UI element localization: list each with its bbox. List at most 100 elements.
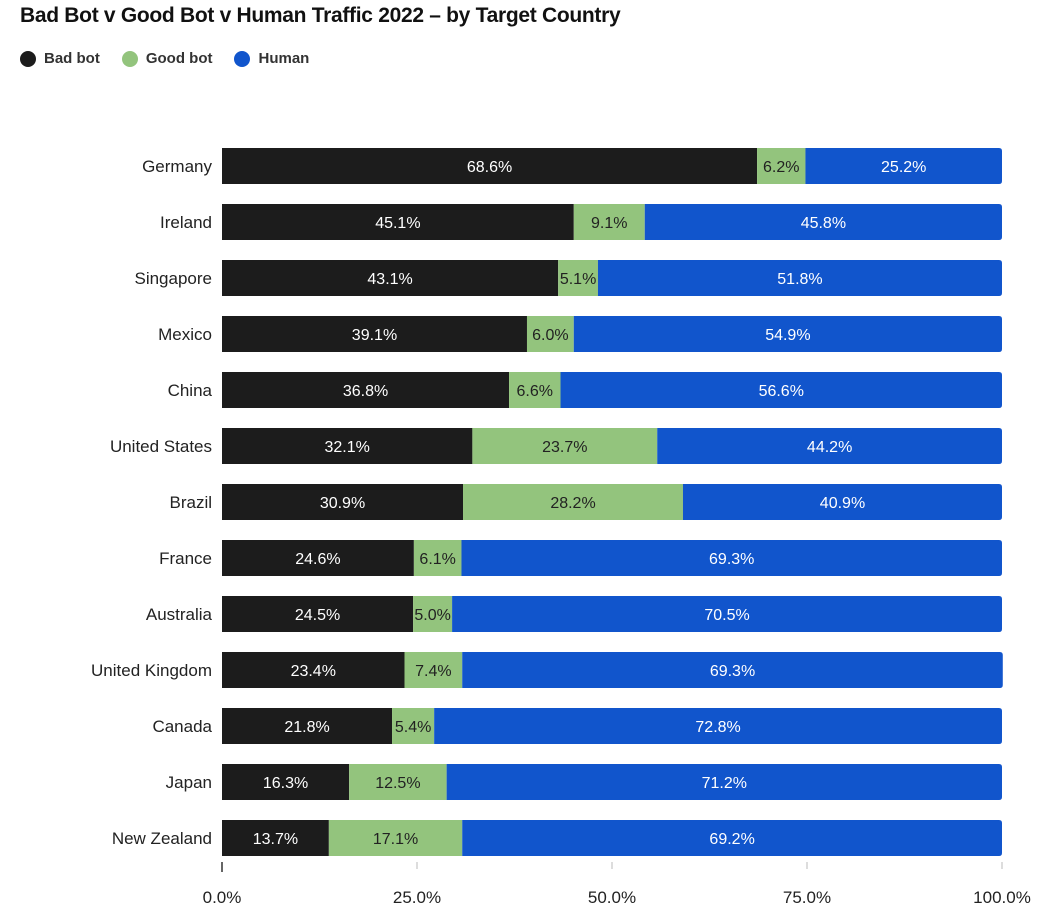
data-label-human-canada: 72.8% xyxy=(695,719,740,736)
data-label-good-bot-singapore: 5.1% xyxy=(560,271,596,288)
data-label-bad-bot-germany: 68.6% xyxy=(467,159,512,176)
data-label-human-singapore: 51.8% xyxy=(777,271,822,288)
bar-bad-bot-united-kingdom xyxy=(222,652,405,688)
data-label-bad-bot-brazil: 30.9% xyxy=(320,495,365,512)
bar-human-ireland xyxy=(644,204,1002,240)
bar-human-australia xyxy=(452,596,1003,632)
data-label-good-bot-france: 6.1% xyxy=(419,551,455,568)
bar-human-japan xyxy=(446,764,1002,800)
data-label-bad-bot-australia: 24.5% xyxy=(295,607,340,624)
x-tick-label-2: 50.0% xyxy=(588,888,636,907)
data-label-bad-bot-japan: 16.3% xyxy=(263,775,308,792)
bar-bad-bot-germany xyxy=(222,148,758,184)
data-label-good-bot-mexico: 6.0% xyxy=(532,327,568,344)
data-label-human-japan: 71.2% xyxy=(702,775,747,792)
data-label-good-bot-japan: 12.5% xyxy=(375,775,420,792)
chart-title: Bad Bot v Good Bot v Human Traffic 2022 … xyxy=(20,4,621,27)
bar-good-bot-ireland xyxy=(573,204,645,240)
data-label-bad-bot-new-zealand: 13.7% xyxy=(253,831,298,848)
bar-good-bot-singapore xyxy=(558,260,598,296)
bar-bad-bot-china xyxy=(222,372,510,408)
data-label-good-bot-new-zealand: 17.1% xyxy=(373,831,418,848)
data-label-good-bot-ireland: 9.1% xyxy=(591,215,627,232)
bar-bad-bot-canada xyxy=(222,708,393,744)
legend-label-bad-bot: Bad bot xyxy=(44,50,100,67)
bar-bad-bot-france xyxy=(222,540,414,576)
bar-human-united-kingdom xyxy=(462,652,1003,688)
bar-good-bot-australia xyxy=(413,596,453,632)
x-tick-label-0: 0.0% xyxy=(203,888,242,907)
bar-human-china xyxy=(560,372,1002,408)
legend: Bad bot Good bot Human xyxy=(20,50,331,67)
data-label-bad-bot-singapore: 43.1% xyxy=(367,271,412,288)
legend-item-good-bot: Good bot xyxy=(121,50,212,67)
data-label-bad-bot-mexico: 39.1% xyxy=(352,327,397,344)
legend-label-human: Human xyxy=(258,50,310,67)
data-label-bad-bot-ireland: 45.1% xyxy=(375,215,420,232)
bar-human-united-states xyxy=(657,428,1002,464)
good-bot-swatch-icon xyxy=(121,50,138,67)
bar-bad-bot-united-states xyxy=(222,428,473,464)
bar-good-bot-united-kingdom xyxy=(404,652,463,688)
data-label-good-bot-canada: 5.4% xyxy=(395,719,431,736)
category-label-ireland: Ireland xyxy=(160,213,212,232)
data-label-bad-bot-china: 36.8% xyxy=(343,383,388,400)
bar-bad-bot-japan xyxy=(222,764,350,800)
data-label-human-australia: 70.5% xyxy=(704,607,749,624)
data-label-human-ireland: 45.8% xyxy=(801,215,846,232)
data-label-human-brazil: 40.9% xyxy=(820,495,865,512)
bar-good-bot-germany xyxy=(757,148,806,184)
data-label-bad-bot-united-kingdom: 23.4% xyxy=(291,663,336,680)
bar-bad-bot-mexico xyxy=(222,316,527,352)
data-label-bad-bot-canada: 21.8% xyxy=(284,719,329,736)
legend-item-human: Human xyxy=(234,50,309,67)
bar-good-bot-canada xyxy=(392,708,435,744)
data-label-human-france: 69.3% xyxy=(709,551,754,568)
legend-item-bad-bot: Bad bot xyxy=(20,50,100,67)
bar-human-singapore xyxy=(597,260,1002,296)
data-label-human-germany: 25.2% xyxy=(881,159,926,176)
category-label-australia: Australia xyxy=(146,605,213,624)
data-label-human-united-kingdom: 69.3% xyxy=(710,663,755,680)
data-label-good-bot-united-states: 23.7% xyxy=(542,439,587,456)
category-label-china: China xyxy=(168,381,213,400)
category-label-new-zealand: New Zealand xyxy=(112,829,212,848)
bar-good-bot-france xyxy=(413,540,462,576)
bar-bad-bot-ireland xyxy=(222,204,574,240)
bar-human-brazil xyxy=(682,484,1002,520)
bar-human-germany xyxy=(805,148,1002,184)
bar-bad-bot-australia xyxy=(222,596,414,632)
bar-bad-bot-brazil xyxy=(222,484,464,520)
data-label-good-bot-united-kingdom: 7.4% xyxy=(415,663,451,680)
category-label-germany: Germany xyxy=(142,157,212,176)
category-label-japan: Japan xyxy=(166,773,212,792)
data-label-bad-bot-france: 24.6% xyxy=(295,551,340,568)
bar-good-bot-japan xyxy=(349,764,447,800)
x-tick-label-3: 75.0% xyxy=(783,888,831,907)
data-label-bad-bot-united-states: 32.1% xyxy=(325,439,370,456)
bar-good-bot-brazil xyxy=(463,484,683,520)
category-label-united-kingdom: United Kingdom xyxy=(91,661,212,680)
bar-human-france xyxy=(461,540,1003,576)
bar-human-canada xyxy=(434,708,1002,744)
data-label-human-china: 56.6% xyxy=(759,383,804,400)
data-label-good-bot-germany: 6.2% xyxy=(763,159,799,176)
category-label-france: France xyxy=(159,549,212,568)
bar-good-bot-mexico xyxy=(526,316,574,352)
category-label-brazil: Brazil xyxy=(169,493,212,512)
data-label-good-bot-china: 6.6% xyxy=(517,383,553,400)
data-label-human-united-states: 44.2% xyxy=(807,439,852,456)
x-tick-label-1: 25.0% xyxy=(393,888,441,907)
bar-good-bot-china xyxy=(509,372,561,408)
category-label-mexico: Mexico xyxy=(158,325,212,344)
bar-bad-bot-singapore xyxy=(222,260,559,296)
data-label-good-bot-brazil: 28.2% xyxy=(550,495,595,512)
category-label-canada: Canada xyxy=(152,717,212,736)
bar-human-mexico xyxy=(573,316,1002,352)
data-label-human-mexico: 54.9% xyxy=(765,327,810,344)
bar-human-new-zealand xyxy=(462,820,1002,856)
category-label-singapore: Singapore xyxy=(134,269,212,288)
x-tick-label-4: 100.0% xyxy=(973,888,1031,907)
data-label-good-bot-australia: 5.0% xyxy=(414,607,450,624)
human-swatch-icon xyxy=(234,50,251,67)
